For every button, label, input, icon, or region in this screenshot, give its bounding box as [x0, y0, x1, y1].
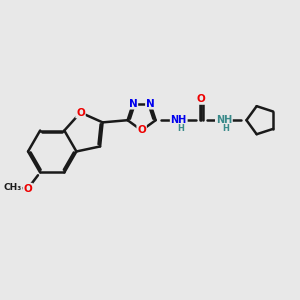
Text: NH: NH [171, 115, 187, 125]
Text: O: O [197, 94, 206, 104]
Text: N: N [146, 99, 155, 109]
Text: O: O [23, 184, 32, 194]
Text: O: O [76, 107, 85, 118]
Text: H: H [222, 124, 229, 133]
Text: O: O [137, 125, 146, 135]
Text: NH: NH [216, 115, 232, 125]
Text: N: N [129, 99, 137, 109]
Text: H: H [177, 124, 184, 133]
Text: CH₃: CH₃ [3, 183, 22, 192]
